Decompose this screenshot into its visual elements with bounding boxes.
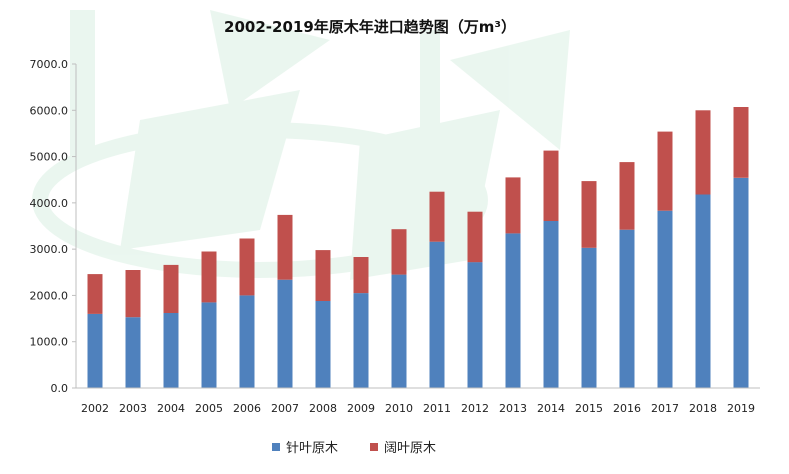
legend-label-hardwood: 阔叶原木 (384, 441, 436, 456)
bar-segment-hardwood-2008 (315, 250, 331, 301)
bar-segment-softwood-2010 (391, 274, 407, 388)
bar-segment-softwood-2019 (733, 177, 749, 388)
bar-segment-softwood-2004 (163, 313, 179, 388)
y-tick-label: 7000.0 (30, 58, 69, 71)
x-tick-label: 2004 (157, 402, 185, 415)
x-tick-label: 2009 (347, 402, 375, 415)
bar-segment-hardwood-2013 (505, 177, 521, 234)
y-tick-label: 2000.0 (30, 289, 69, 302)
bar-segment-hardwood-2019 (733, 107, 749, 178)
y-tick-label: 1000.0 (30, 336, 69, 349)
x-axis: 2002 2003 2004 2005 2006 2007 2008 2009 2010 2011… (76, 387, 760, 415)
bar-segment-softwood-2002 (87, 313, 103, 388)
bar-segment-hardwood-2003 (125, 270, 141, 318)
watermark-tree-logo (32, 10, 570, 280)
bar-segment-softwood-2008 (315, 301, 331, 388)
bar-segment-hardwood-2006 (239, 238, 255, 296)
chart-title: 2002-2019年原木年进口趋势图（万m³） (224, 18, 516, 36)
bar-segment-hardwood-2014 (543, 150, 559, 221)
bar-segment-hardwood-2009 (353, 257, 369, 294)
x-tick-label: 2011 (423, 402, 451, 415)
bar-segment-softwood-2006 (239, 295, 255, 388)
bar-segment-softwood-2005 (201, 302, 217, 388)
x-tick-label: 2012 (461, 402, 489, 415)
bar-segment-hardwood-2010 (391, 229, 407, 275)
bar-segment-hardwood-2018 (695, 110, 711, 195)
x-tick-label: 2003 (119, 402, 147, 415)
bar-segment-softwood-2009 (353, 293, 369, 388)
bar-segment-softwood-2003 (125, 317, 141, 388)
bar-segment-hardwood-2017 (657, 131, 673, 211)
bar-segment-softwood-2017 (657, 210, 673, 388)
bar-segment-hardwood-2016 (619, 162, 635, 230)
y-tick-label: 4000.0 (30, 197, 69, 210)
bar-segment-softwood-2014 (543, 220, 559, 388)
bar-segment-softwood-2011 (429, 241, 445, 388)
y-tick-label: 0.0 (51, 382, 69, 395)
x-tick-label: 2010 (385, 402, 413, 415)
x-tick-label: 2017 (651, 402, 679, 415)
bar-segment-hardwood-2002 (87, 274, 103, 314)
x-tick-label: 2016 (613, 402, 641, 415)
bar-segment-hardwood-2015 (581, 181, 597, 248)
x-tick-label: 2014 (537, 402, 565, 415)
bar-segment-hardwood-2004 (163, 264, 179, 313)
x-tick-label: 2007 (271, 402, 299, 415)
bar-segment-hardwood-2011 (429, 191, 445, 242)
bar-segment-softwood-2007 (277, 279, 293, 388)
y-tick-label: 5000.0 (30, 151, 69, 164)
y-tick-label: 3000.0 (30, 243, 69, 256)
bar-segment-softwood-2018 (695, 194, 711, 388)
bar-segment-hardwood-2005 (201, 251, 217, 303)
bar-segment-softwood-2012 (467, 262, 483, 388)
bar-segment-softwood-2013 (505, 233, 521, 388)
legend-swatch-hardwood (370, 443, 378, 451)
x-tick-label: 2005 (195, 402, 223, 415)
y-tick-label: 6000.0 (30, 104, 69, 117)
x-tick-label: 2006 (233, 402, 261, 415)
x-tick-label: 2018 (689, 402, 717, 415)
x-tick-label: 2019 (727, 402, 755, 415)
bars (87, 107, 749, 388)
legend: 针叶原木 阔叶原木 (272, 441, 436, 456)
y-axis: 0.0 1000.0 2000.0 3000.0 4000.0 5000.0 6000.0 7… (30, 58, 77, 395)
bar-segment-softwood-2015 (581, 247, 597, 388)
bar-segment-hardwood-2012 (467, 211, 483, 263)
x-tick-label: 2008 (309, 402, 337, 415)
bar-segment-softwood-2016 (619, 229, 635, 388)
bar-segment-hardwood-2007 (277, 214, 293, 280)
legend-swatch-softwood (272, 443, 280, 451)
x-tick-label: 2002 (81, 402, 109, 415)
legend-label-softwood: 针叶原木 (286, 441, 338, 456)
x-tick-label: 2015 (575, 402, 603, 415)
x-tick-label: 2013 (499, 402, 527, 415)
